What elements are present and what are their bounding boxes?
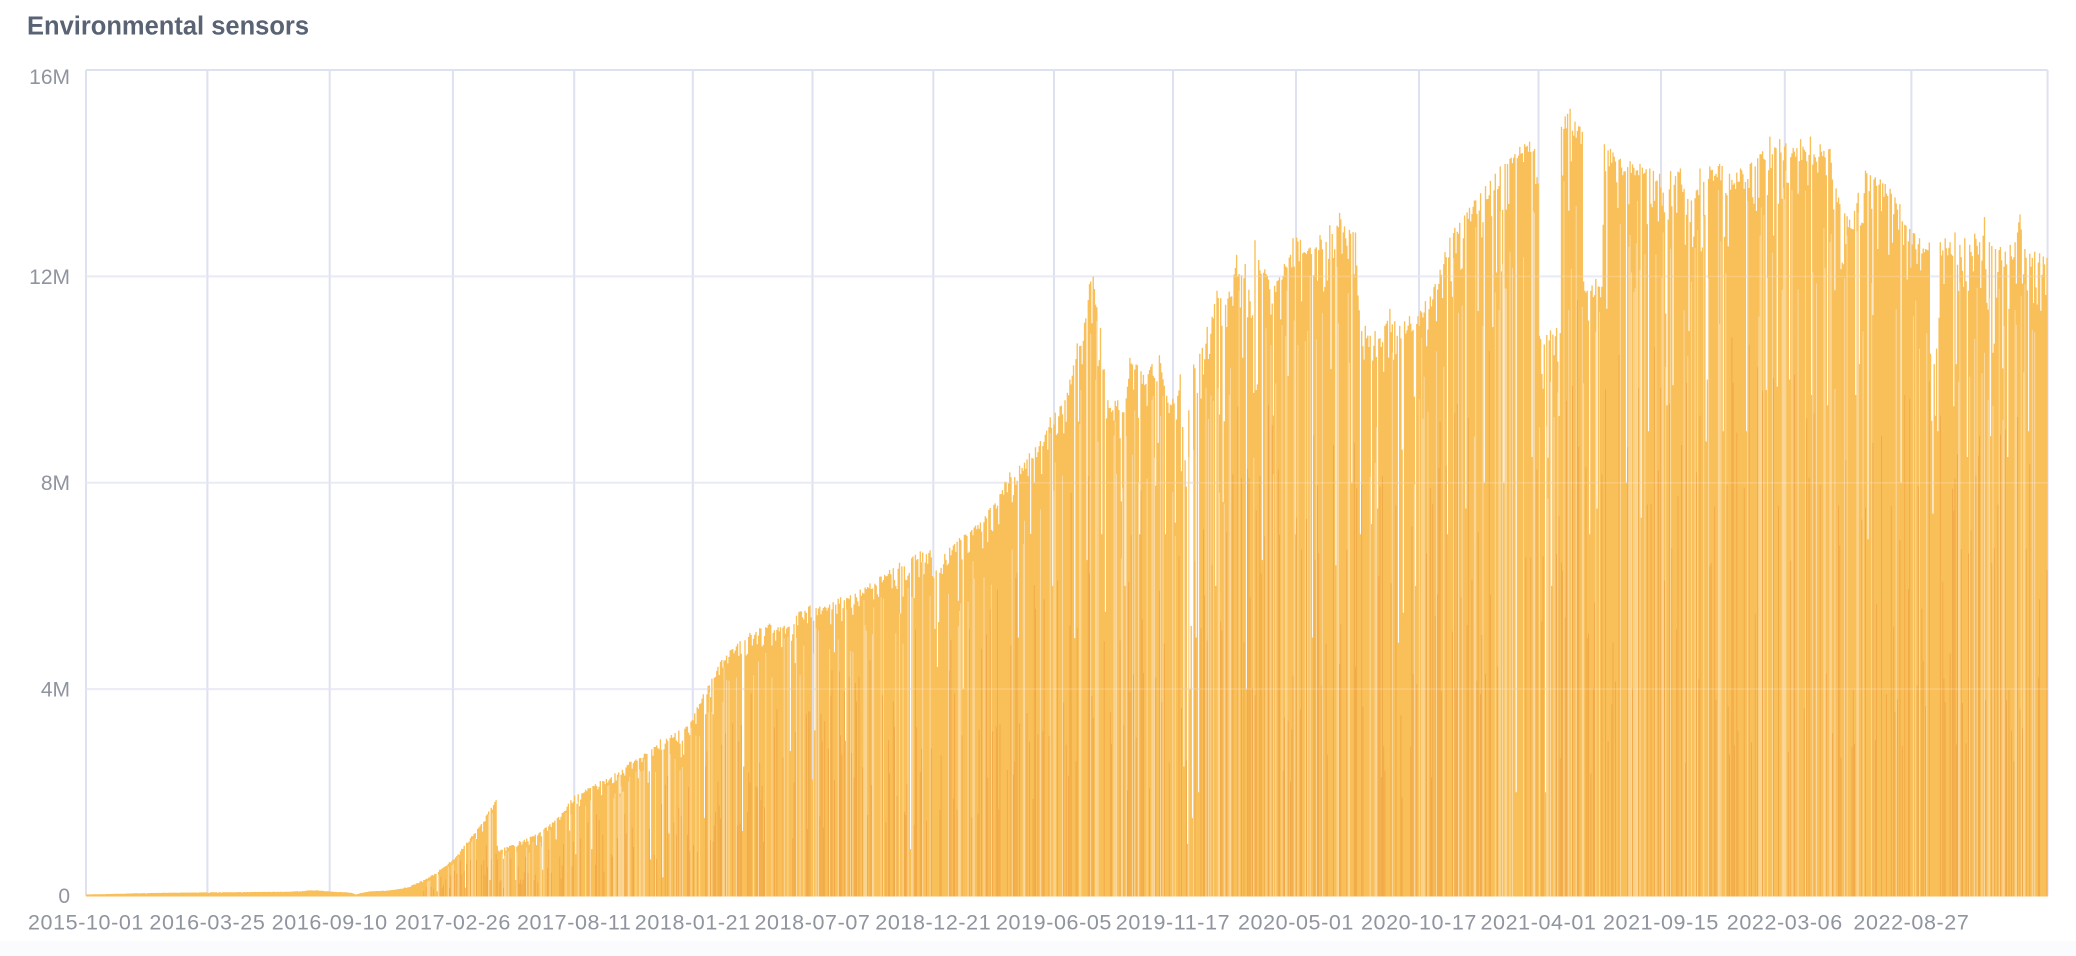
svg-text:2018-01-21: 2018-01-21 [635,911,751,935]
svg-text:16M: 16M [29,66,70,89]
svg-text:2017-02-26: 2017-02-26 [395,911,511,935]
svg-text:2021-09-15: 2021-09-15 [1603,911,1719,935]
svg-text:2022-08-27: 2022-08-27 [1853,911,1969,935]
svg-text:2016-03-25: 2016-03-25 [149,911,265,935]
svg-text:2018-07-07: 2018-07-07 [755,911,871,935]
svg-text:2022-03-06: 2022-03-06 [1727,911,1843,935]
svg-text:4M: 4M [41,679,70,702]
svg-text:Environmental sensors: Environmental sensors [27,13,309,41]
svg-text:2019-11-17: 2019-11-17 [1116,911,1230,935]
svg-text:2019-06-05: 2019-06-05 [996,911,1112,935]
svg-text:2015-10-01: 2015-10-01 [28,911,144,935]
svg-text:2017-08-11: 2017-08-11 [517,911,631,935]
svg-text:2020-10-17: 2020-10-17 [1361,911,1477,935]
svg-text:2016-09-10: 2016-09-10 [272,911,388,935]
svg-text:0: 0 [58,885,70,908]
svg-text:2020-05-01: 2020-05-01 [1238,911,1354,935]
svg-text:12M: 12M [29,266,70,289]
svg-text:8M: 8M [41,472,70,495]
svg-text:2018-12-21: 2018-12-21 [875,911,991,935]
svg-text:2021-04-01: 2021-04-01 [1481,911,1597,935]
